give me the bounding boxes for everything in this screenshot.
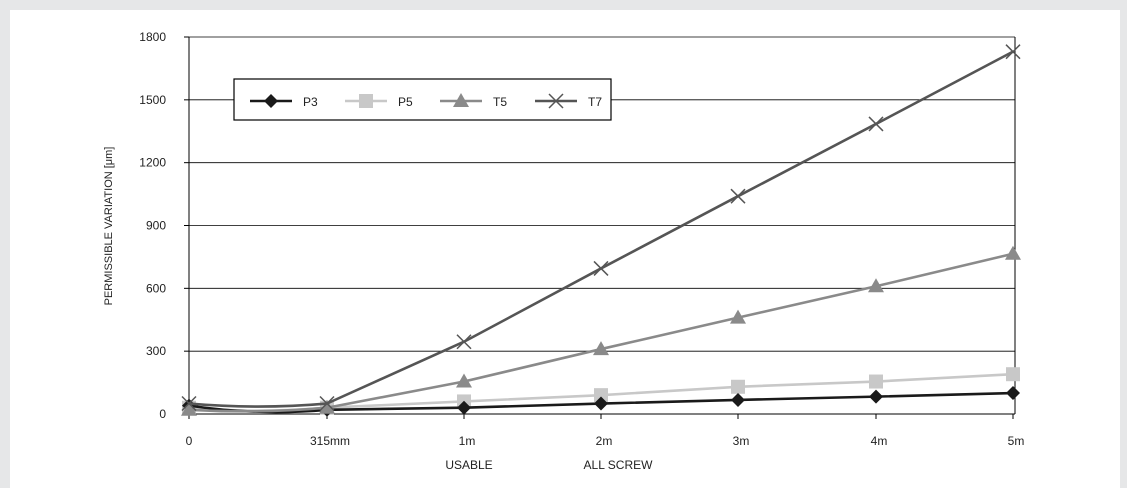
data-point: [1006, 386, 1020, 401]
x-tick-label: 1m: [459, 434, 476, 448]
y-tick-label: 600: [146, 281, 166, 295]
data-point: [868, 278, 884, 293]
data-point: [456, 373, 472, 388]
legend: P3 P5 T5 T7: [233, 78, 612, 121]
legend-marker: [359, 94, 373, 108]
x-tick-label: 4m: [871, 434, 888, 448]
marker-stroke: [548, 93, 564, 109]
y-tick-label: 1500: [139, 93, 166, 107]
legend-item-p3: P3: [250, 94, 318, 109]
series-layer: [181, 44, 1021, 417]
series-t5: [181, 245, 1021, 416]
x-tick-label: 315mm: [310, 434, 350, 448]
data-point: [319, 395, 335, 412]
data-point: [181, 395, 197, 412]
data-point: [731, 379, 745, 394]
data-point: [181, 401, 197, 416]
legend-marker: [264, 94, 278, 108]
marker-stroke: [593, 260, 609, 276]
legend-item-p5: P5: [345, 94, 413, 109]
legend-marker: [453, 93, 469, 107]
marker-stroke: [319, 395, 335, 412]
data-point: [1006, 367, 1020, 382]
series-line: [188, 252, 1014, 413]
series-line: [188, 50, 1014, 408]
marker-stroke: [1005, 44, 1021, 60]
data-point: [1005, 44, 1021, 60]
x-tick-label: 3m: [733, 434, 750, 448]
legend-label: T7: [588, 95, 602, 109]
y-axis-ticks: 0 300 600 900 1200 1500 1800: [139, 30, 166, 421]
legend-box: [233, 78, 612, 121]
data-point: [869, 389, 883, 404]
x-axis-ticks: 0 315mm 1m 2m 3m 4m 5m USABLE ALL SCREW: [186, 414, 1025, 472]
y-tick-label: 900: [146, 219, 166, 233]
data-point: [869, 374, 883, 389]
data-point: [594, 388, 608, 403]
x-secondary-label: USABLE: [445, 458, 492, 472]
series-t7: [181, 44, 1021, 412]
y-axis-label: PERMISSIBLE VARIATION [μm]: [103, 147, 115, 306]
x-secondary-label: ALL SCREW: [584, 458, 654, 472]
data-point: [868, 116, 884, 132]
marker-stroke: [868, 116, 884, 132]
legend-item-t5: T5: [440, 93, 507, 109]
y-tick-label: 300: [146, 344, 166, 358]
data-point: [319, 399, 335, 414]
data-point: [593, 260, 609, 276]
legend-marker: [548, 93, 564, 109]
data-point: [456, 334, 472, 350]
series-line: [188, 391, 1014, 414]
data-point: [730, 188, 746, 204]
data-point: [594, 396, 608, 411]
legend-label: T5: [493, 95, 507, 109]
data-point: [1005, 245, 1021, 260]
marker-stroke: [456, 334, 472, 350]
data-point: [457, 400, 471, 415]
legend-item-t7: T7: [535, 93, 602, 109]
marker-stroke: [730, 188, 746, 204]
data-point: [731, 392, 745, 407]
legend-label: P3: [303, 95, 318, 109]
x-tick-label: 0: [186, 434, 193, 448]
marker-stroke: [181, 395, 197, 412]
data-point: [593, 341, 609, 356]
data-point: [730, 309, 746, 324]
y-tick-label: 0: [159, 407, 166, 421]
x-tick-label: 2m: [596, 434, 613, 448]
legend-label: P5: [398, 95, 413, 109]
y-tick-label: 1200: [139, 156, 166, 170]
x-tick-label: 5m: [1008, 434, 1025, 448]
y-tick-label: 1800: [139, 30, 166, 44]
